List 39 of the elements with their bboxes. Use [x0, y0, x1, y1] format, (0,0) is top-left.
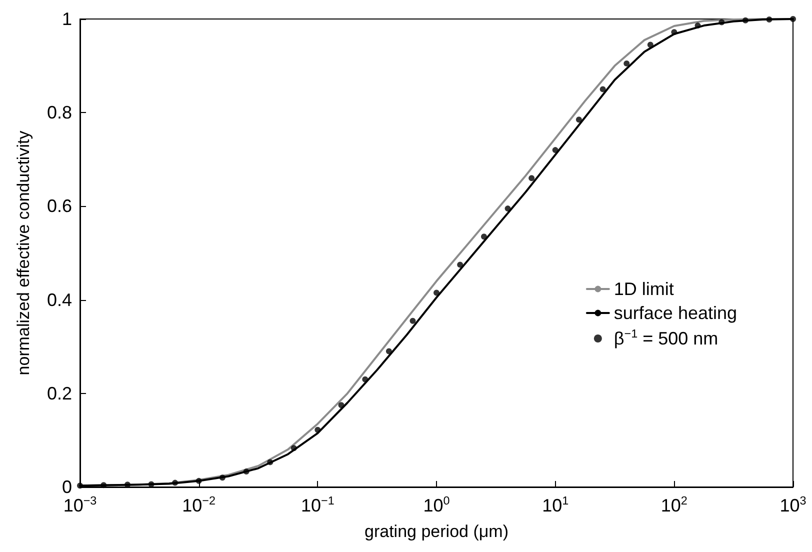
- point: [504, 206, 511, 212]
- x-axis-title: grating period (μm): [364, 522, 508, 541]
- point: [410, 318, 416, 324]
- point: [576, 116, 582, 123]
- point: [481, 234, 487, 240]
- point: [742, 17, 748, 24]
- point: [766, 16, 772, 22]
- point: [528, 175, 535, 182]
- y-tick-label: 1: [62, 9, 72, 29]
- point: [718, 19, 725, 26]
- point: [267, 459, 274, 466]
- point: [600, 86, 606, 92]
- point: [386, 348, 392, 354]
- point: [77, 482, 83, 489]
- point: [552, 147, 558, 154]
- y-tick-label: 0.6: [46, 196, 72, 216]
- point: [362, 376, 368, 382]
- point: [338, 402, 344, 408]
- y-tick-label: 0.4: [46, 290, 72, 310]
- point: [196, 478, 202, 484]
- point: [172, 480, 178, 486]
- point: [100, 482, 107, 488]
- point: [243, 468, 250, 475]
- y-tick-label: 0.8: [46, 102, 72, 123]
- point: [671, 29, 678, 36]
- point: [434, 290, 440, 296]
- point: [624, 60, 630, 66]
- y-tick-label: 0: [62, 477, 72, 497]
- point: [290, 445, 297, 452]
- legend-label: surface heating: [614, 303, 738, 323]
- legend-label: 1D limit: [614, 279, 674, 299]
- point: [219, 474, 226, 481]
- point: [647, 42, 654, 48]
- point: [790, 16, 796, 22]
- y-tick-label: 0.2: [46, 383, 72, 404]
- point: [457, 262, 464, 268]
- point: [314, 426, 321, 433]
- point: [694, 22, 701, 29]
- y-axis-title: normalized effective conductivity: [14, 130, 33, 376]
